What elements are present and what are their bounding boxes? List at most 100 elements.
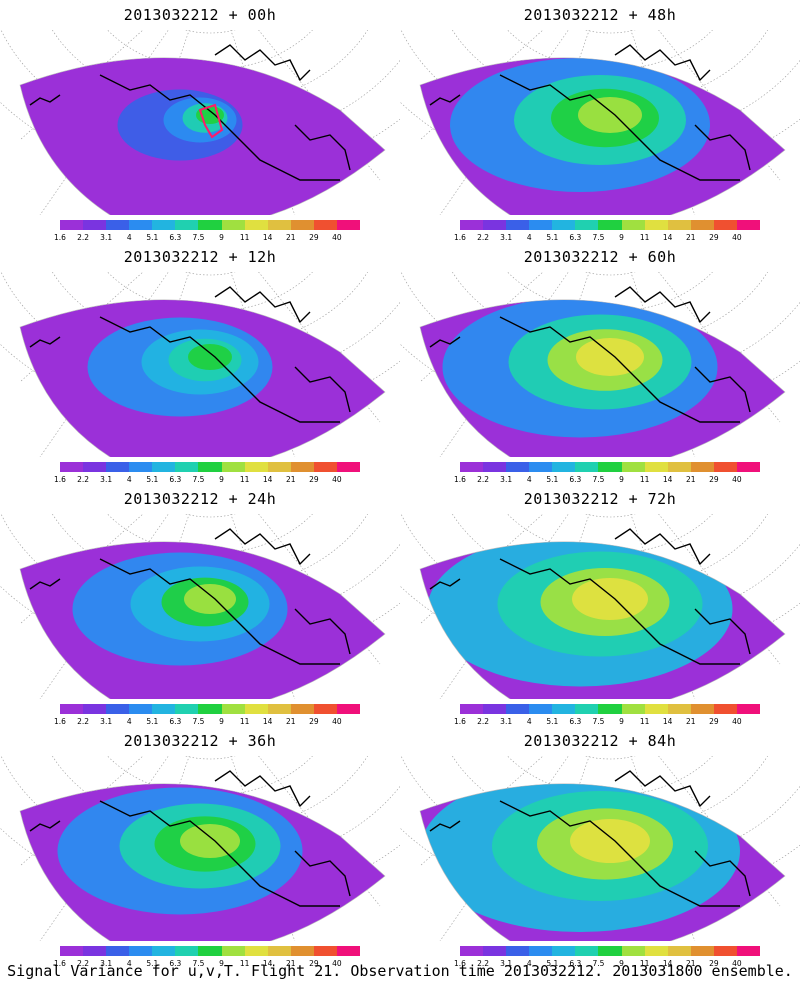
coastline: [499, 800, 740, 907]
domain-border: [419, 541, 786, 699]
colorbar-swatch: [152, 462, 176, 472]
colorbar-tick-label: 5.1: [546, 959, 559, 968]
colorbar-tick-label: 5.1: [146, 233, 159, 242]
colorbar-tick-label: 14: [262, 475, 273, 484]
coastline: [99, 316, 340, 423]
map-panel: 2013032212 + 36h 1.6 2.2 3.1 4 5.1 6.3 7.5 9 11 14…: [0, 726, 400, 971]
colorbar-tick-label: 3.1: [100, 475, 113, 484]
colorbar-swatch: [267, 462, 291, 472]
colorbar-tick-label: 6.3: [169, 717, 182, 726]
colorbar-swatch: [667, 220, 691, 230]
colorbar-swatch: [106, 704, 130, 714]
colorbar-tick-label: 11: [639, 475, 650, 484]
colorbar-tick-label: 40: [732, 475, 742, 484]
colorbar-labels: 1.6 2.2 3.1 4 5.1 6.3 7.5 9 11 14 21 29 40: [454, 717, 760, 727]
latitude-circle: [184, 30, 236, 34]
colorbar-swatch: [529, 946, 553, 956]
variance-field: [420, 783, 785, 941]
colorbar-swatch: [621, 220, 645, 230]
colorbar-tick-label: 6.3: [569, 233, 582, 242]
meridian-line: [419, 514, 544, 625]
variance-field: [20, 57, 385, 215]
coastlines: [429, 528, 751, 665]
meridian-line: [19, 30, 144, 141]
flight-track: [198, 103, 224, 139]
colorbar-tick-label: 21: [285, 717, 296, 726]
coastline: [694, 366, 751, 413]
colorbar-tick-label: 21: [285, 959, 296, 968]
colorbar-tick-label: 29: [709, 475, 719, 484]
colorbar-tick-label: 3.1: [500, 475, 513, 484]
colorbar-swatch: [175, 704, 199, 714]
variance-map: [400, 272, 800, 457]
colorbar-tick-label: 2.2: [77, 959, 90, 968]
domain-border: [19, 57, 386, 215]
map-panel: 2013032212 + 00h 1.6 2.2 3.1 4 5.1 6.3 7.5 9 11 14…: [0, 0, 400, 245]
colorbar-swatch: [336, 704, 361, 714]
colorbar-tick-label: 4: [526, 475, 532, 484]
coastlines: [429, 286, 751, 423]
variance-map: [0, 514, 400, 699]
colorbar-swatch: [83, 220, 107, 230]
coastline: [429, 94, 461, 106]
colorbar-tick-label: 40: [732, 233, 742, 242]
coastline: [694, 608, 751, 655]
domain-border: [19, 299, 386, 457]
colorbar-tick-label: 14: [262, 717, 273, 726]
map-panel: 2013032212 + 48h 1.6 2.2 3.1 4 5.1 6.3 7.5 9 11 14…: [400, 0, 800, 245]
colorbar-tick-label: 9: [619, 475, 624, 484]
map-panel: 2013032212 + 12h 1.6 2.2 3.1 4 5.1 6.3 7.5 9 11 14…: [0, 242, 400, 487]
colorbar-tick-label: 2.2: [77, 717, 90, 726]
colorbar-tick-label: 29: [309, 717, 319, 726]
colorbar-tick-label: 9: [219, 475, 224, 484]
colorbar-labels: 1.6 2.2 3.1 4 5.1 6.3 7.5 9 11 14 21 29 40: [54, 233, 360, 243]
coastline: [429, 820, 461, 832]
panel-title: 2013032212 + 24h: [123, 490, 277, 508]
colorbar-tick-label: 7.5: [592, 233, 605, 242]
colorbar-swatch: [336, 220, 361, 230]
colorbar-swatch: [313, 220, 337, 230]
variance-contour: [188, 344, 232, 370]
colorbar: [60, 946, 361, 956]
colorbar-swatch: [129, 462, 153, 472]
domain-border: [419, 783, 786, 941]
colorbar-tick-label: 40: [732, 959, 742, 968]
colorbar-swatch: [506, 946, 530, 956]
colorbar-swatch: [313, 704, 337, 714]
colorbar-tick-label: 2.2: [477, 233, 490, 242]
colorbar-tick-label: 11: [239, 475, 250, 484]
colorbar-swatch: [198, 462, 222, 472]
coastline: [214, 770, 311, 808]
colorbar-labels: 1.6 2.2 3.1 4 5.1 6.3 7.5 9 11 14 21 29 40: [54, 959, 360, 969]
panel-title: 2013032212 + 00h: [123, 6, 277, 24]
colorbar-swatch: [290, 704, 314, 714]
coastline: [214, 286, 311, 324]
colorbar-swatch: [460, 946, 484, 956]
colorbar-tick-label: 3.1: [100, 959, 113, 968]
colorbar-tick-label: 14: [662, 717, 673, 726]
colorbar-swatch: [290, 946, 314, 956]
colorbar-swatch: [529, 220, 553, 230]
coastline: [99, 800, 340, 907]
colorbar-tick-label: 40: [332, 475, 342, 484]
variance-field: [20, 783, 385, 941]
colorbar-tick-label: 1.6: [454, 233, 466, 242]
colorbar: [460, 946, 761, 956]
coastline: [429, 578, 461, 590]
colorbar-swatch: [506, 462, 530, 472]
colorbar-tick-label: 6.3: [569, 959, 582, 968]
panel-title: 2013032212 + 72h: [523, 490, 677, 508]
colorbar-swatch: [575, 704, 599, 714]
variance-contour: [570, 819, 650, 863]
colorbar-swatch: [175, 462, 199, 472]
colorbar-swatch: [221, 462, 245, 472]
colorbar-tick-label: 40: [332, 233, 342, 242]
latitude-circle: [184, 272, 236, 276]
meridian-line: [19, 514, 144, 625]
colorbar-swatch: [106, 946, 130, 956]
colorbar-swatch: [621, 704, 645, 714]
colorbar-swatch: [483, 220, 507, 230]
variance-map: [400, 756, 800, 941]
colorbar-tick-label: 14: [662, 959, 673, 968]
latitude-circle: [584, 756, 636, 760]
